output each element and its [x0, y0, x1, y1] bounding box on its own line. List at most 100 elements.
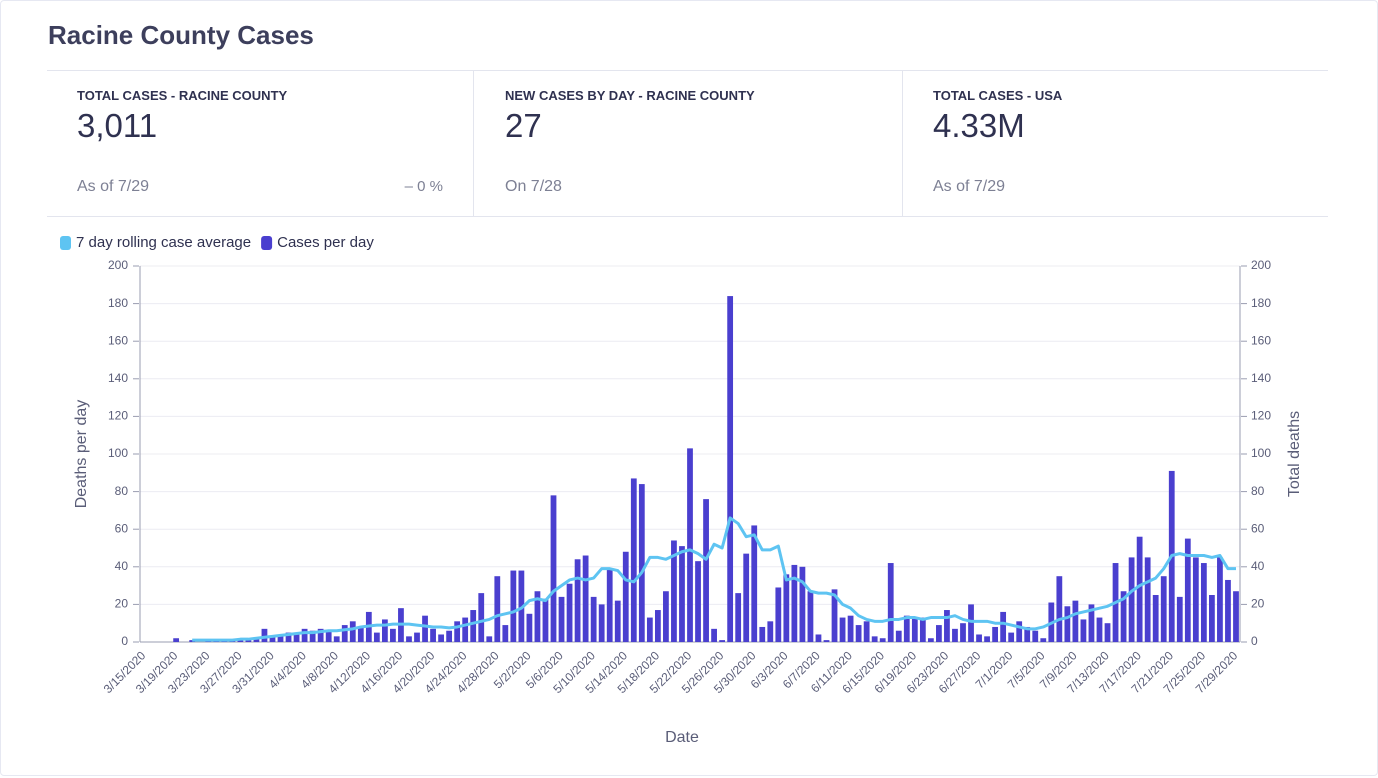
y-axis-label: Deaths per day — [73, 400, 90, 509]
y2-tick-label: 180 — [1251, 296, 1271, 310]
bar — [1016, 621, 1023, 642]
bar — [422, 615, 428, 642]
kpi-card: NEW CASES BY DAY - RACINE COUNTY 27 On 7… — [475, 71, 902, 216]
bar — [903, 615, 910, 642]
bar — [839, 617, 846, 642]
bar — [534, 591, 541, 642]
bar — [775, 587, 782, 642]
bar — [968, 604, 974, 642]
y2-tick-label: 140 — [1251, 371, 1271, 385]
bar — [679, 546, 685, 642]
bar — [462, 617, 469, 642]
bar — [614, 600, 621, 642]
y-tick-label: 80 — [115, 484, 129, 498]
y-tick-label: 120 — [108, 409, 128, 423]
bar — [815, 634, 822, 642]
y-tick-label: 140 — [108, 371, 128, 385]
bar — [550, 495, 557, 642]
bar — [847, 615, 854, 642]
bar — [735, 593, 742, 642]
y-tick-label: 160 — [108, 333, 128, 347]
bar — [1096, 617, 1103, 642]
y-tick-label: 200 — [108, 258, 128, 272]
kpi-value: 27 — [505, 107, 542, 144]
kpi-label: NEW CASES BY DAY - RACINE COUNTY — [505, 88, 755, 103]
bar — [823, 640, 830, 642]
bar — [855, 625, 862, 642]
bar — [719, 640, 726, 642]
kpi-note: As of 7/29 — [933, 178, 1006, 195]
bar — [887, 563, 894, 642]
bar — [927, 638, 934, 642]
bar — [293, 634, 300, 642]
bar — [911, 617, 918, 642]
bar — [253, 638, 260, 642]
bar — [1128, 557, 1135, 642]
bar — [414, 632, 420, 642]
bar — [1024, 626, 1031, 642]
kpi-note: On 7/28 — [505, 178, 562, 195]
line — [192, 516, 1236, 642]
y2-tick-label: 40 — [1251, 559, 1265, 573]
bar — [189, 640, 196, 642]
divider — [473, 71, 474, 216]
bar — [703, 499, 709, 642]
bar — [510, 570, 517, 642]
bar — [1000, 611, 1007, 642]
bar — [984, 636, 990, 642]
legend-swatch — [60, 236, 71, 250]
bar — [1104, 623, 1111, 642]
bar — [382, 619, 388, 642]
kpi-card: TOTAL CASES - RACINE COUNTY 3,011 As of … — [47, 71, 473, 216]
bar — [470, 610, 477, 642]
bar — [1040, 638, 1047, 642]
x-axis-label: Date — [665, 729, 699, 746]
bar — [606, 568, 613, 642]
bar — [1064, 606, 1071, 642]
bar — [783, 574, 790, 642]
bar — [454, 621, 461, 642]
bar — [663, 591, 669, 642]
bar — [1088, 604, 1095, 642]
kpi-change: – 0 % — [404, 178, 443, 195]
bar — [349, 621, 356, 642]
bar — [1080, 619, 1087, 642]
bar — [895, 630, 902, 642]
bar — [390, 628, 396, 642]
bar — [245, 640, 252, 642]
bar — [1184, 538, 1191, 642]
bar — [976, 634, 982, 642]
bar — [590, 596, 597, 642]
bar — [301, 628, 308, 642]
bar — [333, 636, 340, 642]
bar — [438, 634, 444, 642]
bar — [871, 636, 878, 642]
kpi-label: TOTAL CASES - USA — [933, 88, 1063, 103]
bar — [1120, 591, 1127, 642]
bar — [630, 478, 637, 642]
bar — [1032, 630, 1039, 642]
bar — [1233, 591, 1239, 642]
y2-tick-label: 100 — [1251, 446, 1271, 460]
bar — [751, 525, 758, 642]
divider — [902, 71, 903, 216]
bar — [687, 448, 693, 642]
bar — [1200, 563, 1207, 642]
bar — [1217, 557, 1223, 642]
kpi-label: TOTAL CASES - RACINE COUNTY — [77, 88, 288, 103]
y2-tick-label: 60 — [1251, 521, 1265, 535]
bar — [277, 634, 284, 642]
bar — [919, 617, 926, 642]
bar — [711, 628, 717, 642]
bar — [671, 540, 677, 642]
bar — [654, 610, 661, 642]
y2-axis-label: Total deaths — [1286, 411, 1303, 497]
page-title: Racine County Cases — [48, 20, 314, 50]
bar — [285, 632, 292, 642]
y-tick-label: 180 — [108, 296, 128, 310]
bar — [879, 638, 886, 642]
bar — [357, 626, 364, 642]
bar — [767, 621, 774, 642]
bar — [486, 636, 493, 642]
